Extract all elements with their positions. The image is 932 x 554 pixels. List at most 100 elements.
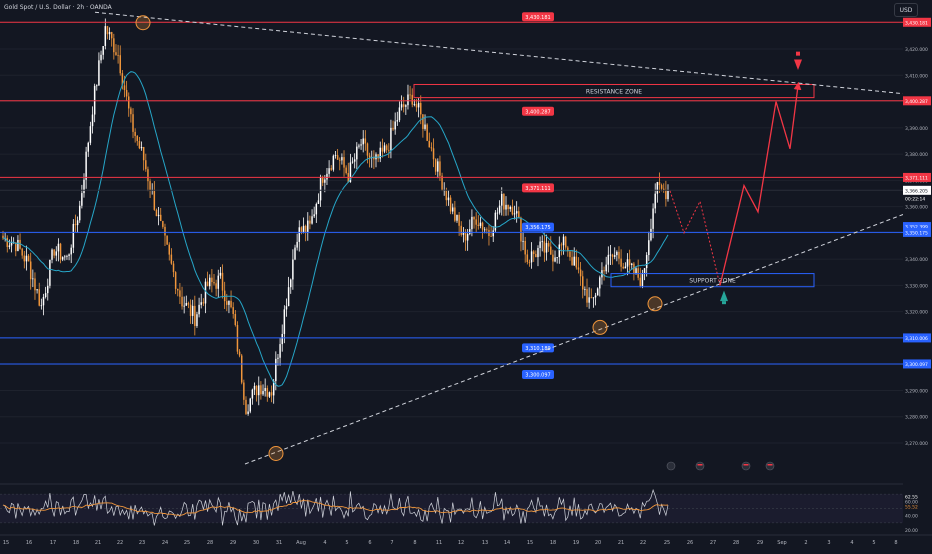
candle-body	[537, 248, 539, 258]
candle-body	[449, 197, 452, 212]
price-tag-text: 3,310.006	[905, 336, 928, 342]
price-tag-text: 3,366.205	[905, 188, 928, 194]
candle-body	[496, 212, 499, 214]
price-tag-text: 3,352.399	[905, 225, 928, 231]
candle-body	[526, 254, 529, 262]
candle-body	[462, 232, 465, 235]
candle-body	[19, 239, 21, 249]
candle-body	[34, 278, 36, 291]
time-tick: 17	[50, 540, 56, 546]
candle-body	[368, 155, 371, 158]
candle-body	[134, 131, 136, 136]
rsi-tick: 20.00	[905, 528, 918, 534]
candle-body	[562, 236, 565, 246]
candle-body	[319, 176, 322, 201]
price-tag	[903, 185, 931, 195]
candle-body	[283, 309, 286, 334]
price-tick: 3,330.000	[905, 283, 928, 289]
candle-body	[477, 224, 480, 226]
chart-price-tag-text: 3,310.189	[525, 346, 550, 352]
price-tag	[903, 333, 931, 343]
candle-body	[91, 114, 94, 127]
candle-body	[607, 254, 610, 265]
candle-body	[633, 263, 635, 275]
candle-body	[628, 259, 631, 265]
candle-body	[411, 94, 413, 105]
price-tag	[903, 172, 931, 182]
time-tick: 14	[504, 540, 510, 546]
candle-body	[407, 94, 409, 106]
candle-body	[441, 175, 443, 191]
candle-body	[456, 214, 458, 221]
time-tick: 4	[850, 540, 853, 546]
candle-body	[422, 114, 424, 129]
time-axis[interactable]: 15 16 17 18 21 22 23 24 25 28 29 30 31 Aug 4 5 6 7 8 11 12 13…	[0, 534, 932, 546]
candle-body	[262, 391, 264, 395]
candle-body	[622, 266, 624, 269]
candle-body	[249, 398, 251, 412]
time-tick: 22	[640, 540, 646, 546]
candle-body	[658, 182, 661, 186]
candle-body	[15, 242, 17, 252]
candle-body	[238, 351, 241, 356]
time-tick: 25	[664, 540, 670, 546]
candle-body	[328, 168, 330, 174]
price-tag-text: 3,430.181	[905, 20, 928, 26]
candle-body	[49, 259, 51, 286]
candle-body	[339, 159, 341, 161]
price-tag-text: 3,300.097	[905, 362, 928, 368]
symbol-label: Gold Spot / U.S. Dollar · 2h · OANDA	[4, 4, 112, 11]
candle-body	[362, 138, 364, 145]
chart-price-tag	[522, 12, 554, 22]
candle-body	[650, 228, 652, 241]
time-tick: 20	[595, 540, 601, 546]
candle-body	[473, 216, 475, 220]
time-tick: 29	[230, 540, 236, 546]
candle-body	[313, 214, 315, 217]
candle-body	[162, 221, 164, 227]
currency-button[interactable]: USD	[894, 3, 918, 17]
candle-body	[592, 297, 595, 299]
candle-body	[479, 222, 482, 226]
candle-body	[492, 230, 494, 237]
time-tick: 22	[117, 540, 123, 546]
candle-body	[334, 155, 337, 156]
price-axis[interactable]: 3,270.0003,280.0003,290.0003,300.0003,31…	[903, 0, 932, 550]
rsi-ma-value: 55.52	[905, 505, 918, 511]
candle-body	[113, 38, 115, 53]
candle-body	[93, 85, 96, 115]
candle-body	[179, 290, 181, 297]
candle-body	[511, 206, 514, 215]
chart-price-tag	[522, 106, 554, 116]
time-tick: 21	[618, 540, 624, 546]
candle-body	[40, 305, 43, 307]
candle-body	[226, 301, 228, 305]
candle-body	[420, 103, 422, 115]
time-tick: 21	[95, 540, 101, 546]
candle-body	[281, 333, 283, 345]
candle-body	[321, 176, 324, 183]
rsi-tick: 40.00	[905, 514, 918, 520]
candle-body	[2, 235, 4, 239]
candle-body	[217, 275, 220, 289]
time-tick: 29	[757, 540, 763, 546]
candle-body	[336, 155, 339, 160]
pivot-circle	[592, 319, 608, 335]
candle-body	[64, 256, 66, 258]
flag-icon	[765, 461, 775, 471]
candle-body	[424, 124, 426, 129]
candle-body	[594, 295, 597, 298]
time-tick: 28	[733, 540, 739, 546]
candle-body	[307, 220, 309, 233]
candle-body	[590, 297, 593, 299]
zone-label: RESISTANCE ZONE	[586, 89, 642, 96]
time-tick: 24	[162, 540, 168, 546]
candle-body	[106, 26, 109, 35]
candle-body	[311, 216, 313, 224]
price-tick: 3,380.000	[905, 152, 928, 158]
candle-body	[275, 358, 277, 382]
time-tick: 2	[804, 540, 807, 546]
candle-body	[172, 263, 175, 273]
rsi-value: 62.55	[905, 495, 918, 501]
time-tick: 26	[687, 540, 693, 546]
